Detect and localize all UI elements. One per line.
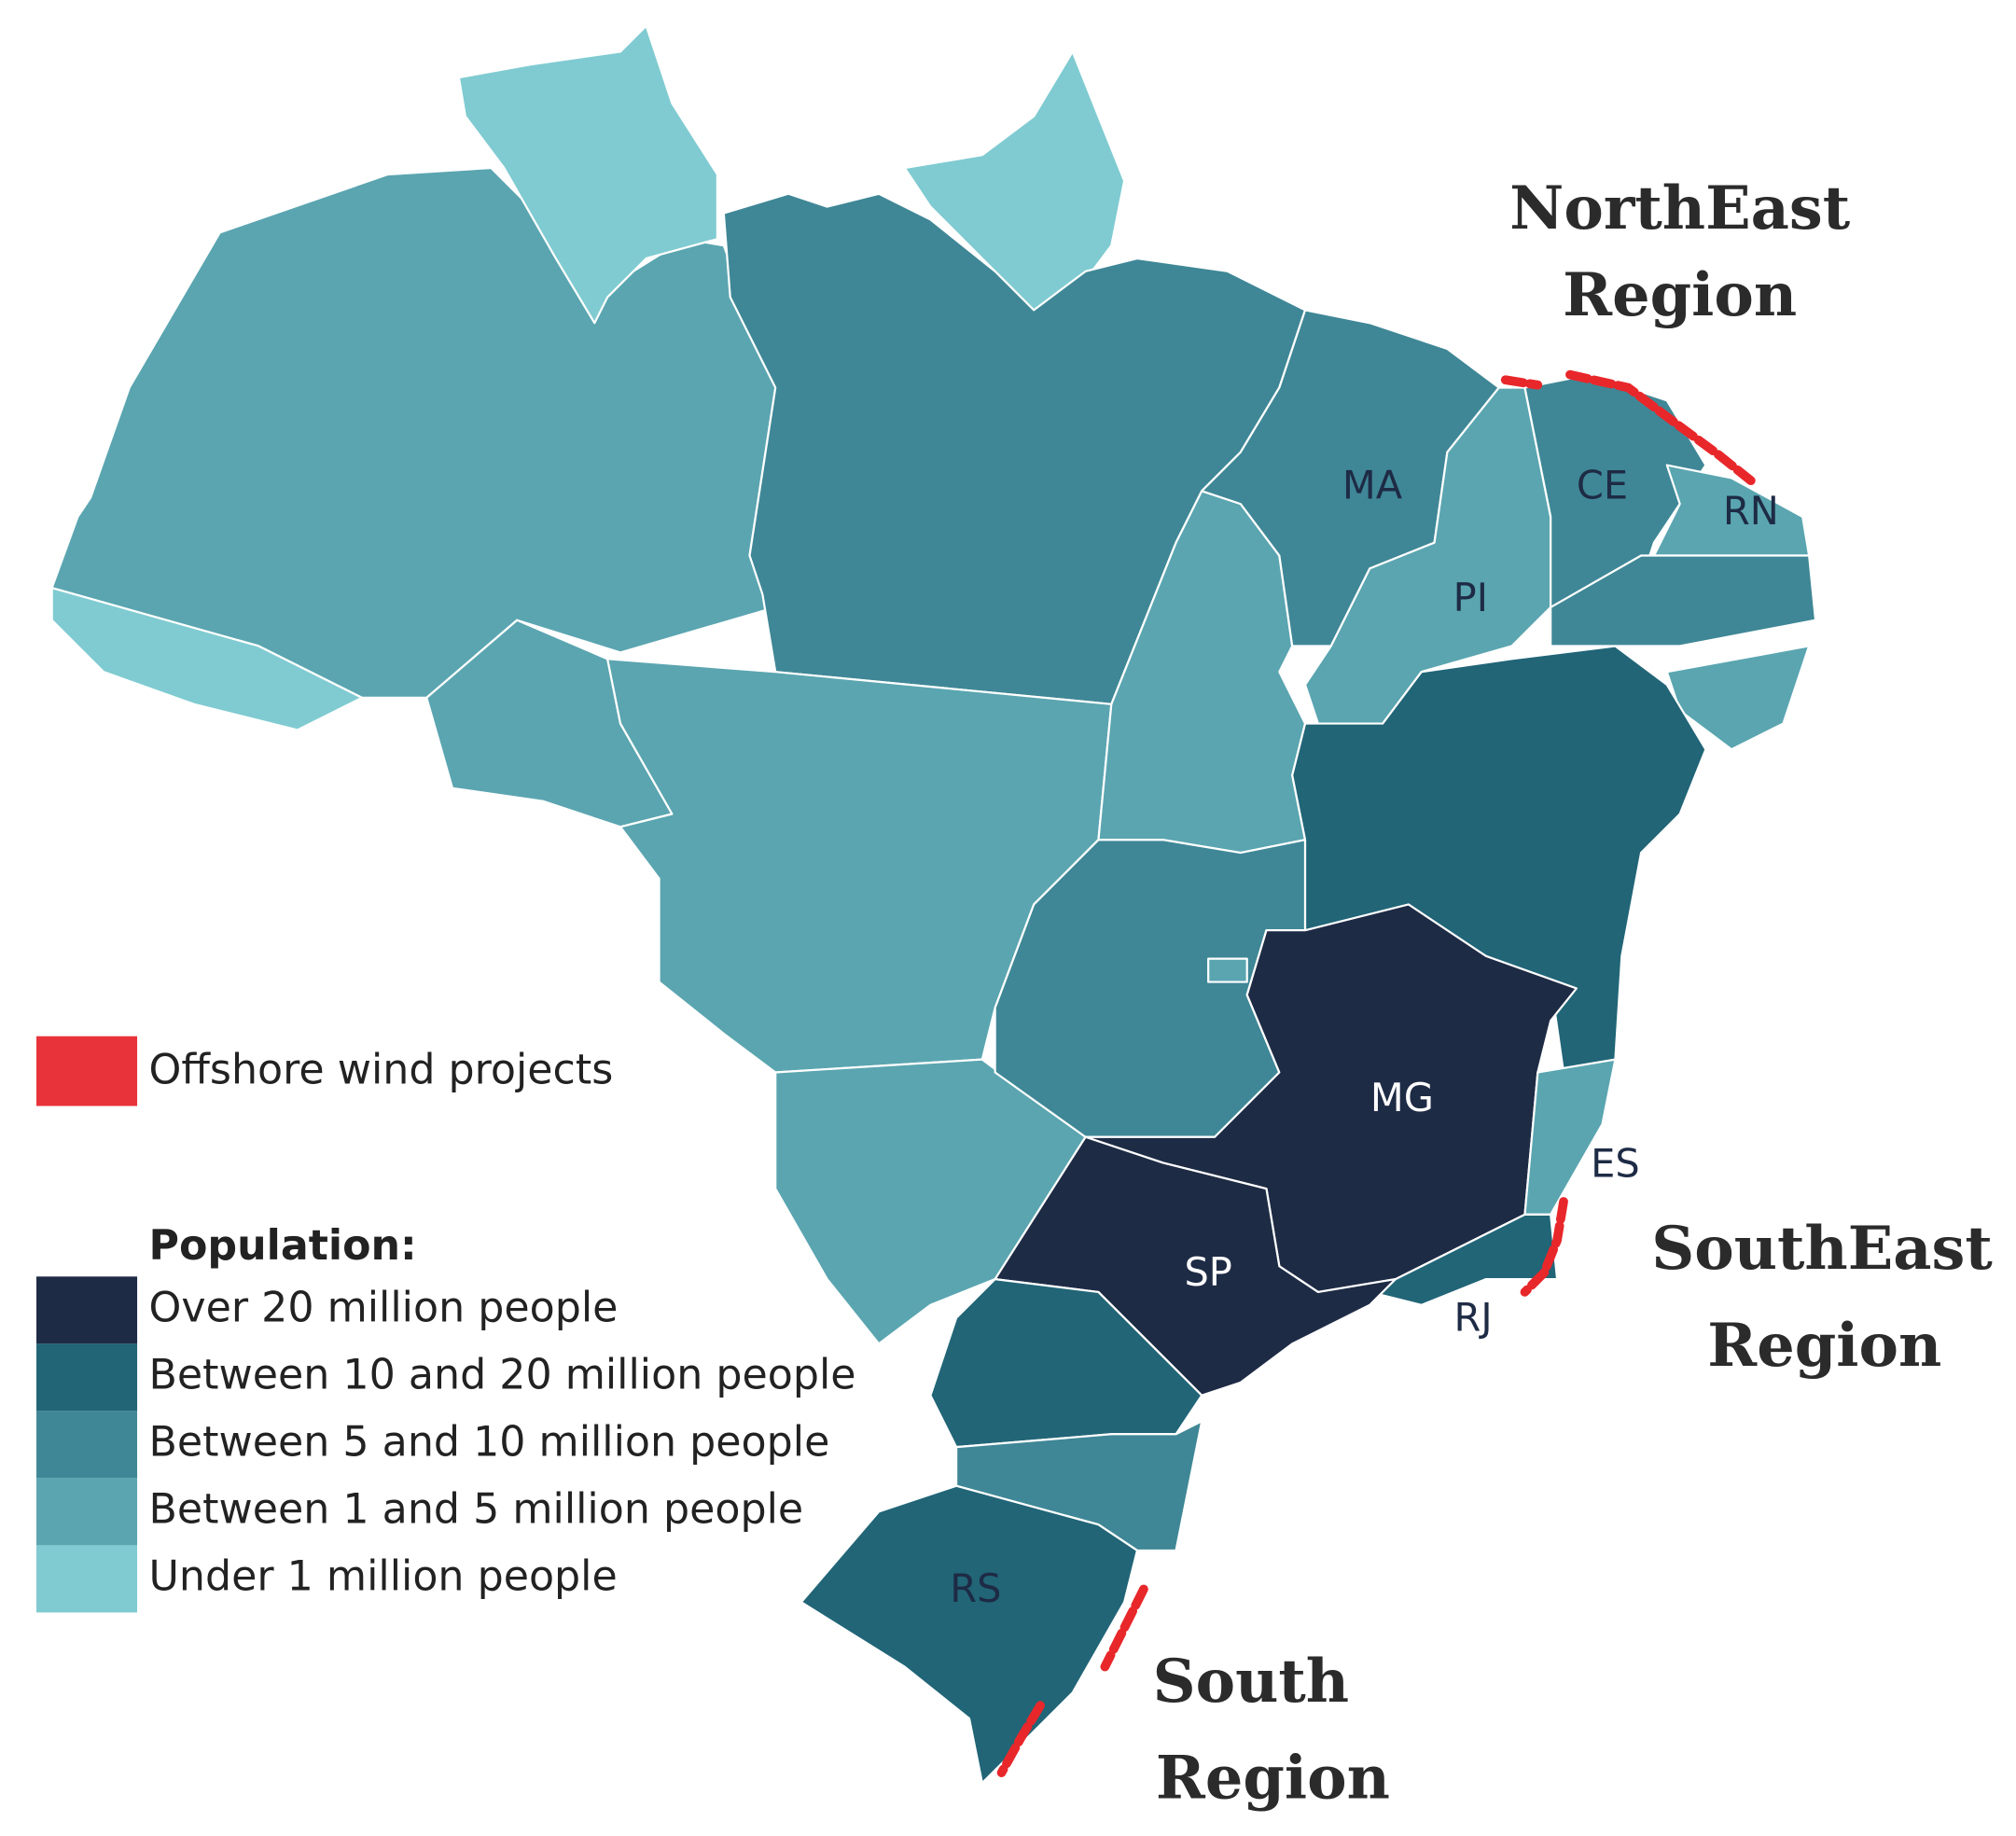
legend-label: Under 1 million people xyxy=(149,1552,618,1600)
legend-swatch xyxy=(36,1478,138,1546)
legend-swatch xyxy=(36,1545,138,1613)
legend-title: Population: xyxy=(149,1222,417,1270)
state-label: CE xyxy=(1577,463,1628,508)
state-rj xyxy=(1369,1213,1559,1306)
wind-area xyxy=(996,1701,1045,1777)
region-label: NorthEast xyxy=(1509,174,1851,243)
state-label: PI xyxy=(1453,575,1488,620)
legend-swatch xyxy=(36,1343,138,1412)
state-label: MG xyxy=(1370,1075,1434,1120)
legend-label: Between 10 and 20 million people xyxy=(149,1351,856,1398)
state-df xyxy=(1207,957,1248,983)
legend-label: Offshore wind projects xyxy=(149,1047,614,1094)
region-label: Region xyxy=(1563,260,1797,330)
state-label: RS xyxy=(950,1565,1001,1611)
state-label: ES xyxy=(1591,1141,1640,1187)
region-labels: NorthEast Region SouthEast Region South Regio… xyxy=(1153,174,1994,1814)
state-label: MA xyxy=(1342,463,1403,508)
state-label: RN xyxy=(1723,488,1779,534)
region-label: SouthEast xyxy=(1651,1214,1993,1284)
state-labels: MA CE RN PI MG ES SP RJ RS xyxy=(950,463,1779,1612)
region-label: Region xyxy=(1707,1311,1941,1381)
legend-swatch xyxy=(36,1276,138,1344)
state-es xyxy=(1523,1058,1617,1216)
state-label: RJ xyxy=(1454,1294,1493,1340)
legend-swatch xyxy=(36,1036,138,1106)
legend-label: Between 5 and 10 million people xyxy=(149,1418,830,1466)
state-label: SP xyxy=(1184,1249,1231,1295)
state-rr xyxy=(457,24,718,325)
wind-area xyxy=(1100,1584,1148,1672)
region-label: Region xyxy=(1156,1744,1390,1814)
region-label: South xyxy=(1153,1647,1350,1717)
legend-label: Over 20 million people xyxy=(149,1284,619,1331)
wind-area xyxy=(1520,1197,1568,1297)
legend: Offshore wind projects Population: Over 20… xyxy=(36,1036,856,1613)
wind-area xyxy=(1565,369,1756,486)
wind-area xyxy=(1500,375,1543,390)
states xyxy=(50,24,1817,1785)
state-ac xyxy=(50,587,364,731)
state-pb-pe xyxy=(1550,554,1817,647)
legend-label: Between 1 and 5 million people xyxy=(149,1485,804,1533)
state-rs xyxy=(799,1484,1139,1785)
legend-swatch xyxy=(36,1411,138,1479)
offshore-wind-projects xyxy=(996,369,1756,1777)
state-ap xyxy=(903,50,1126,312)
